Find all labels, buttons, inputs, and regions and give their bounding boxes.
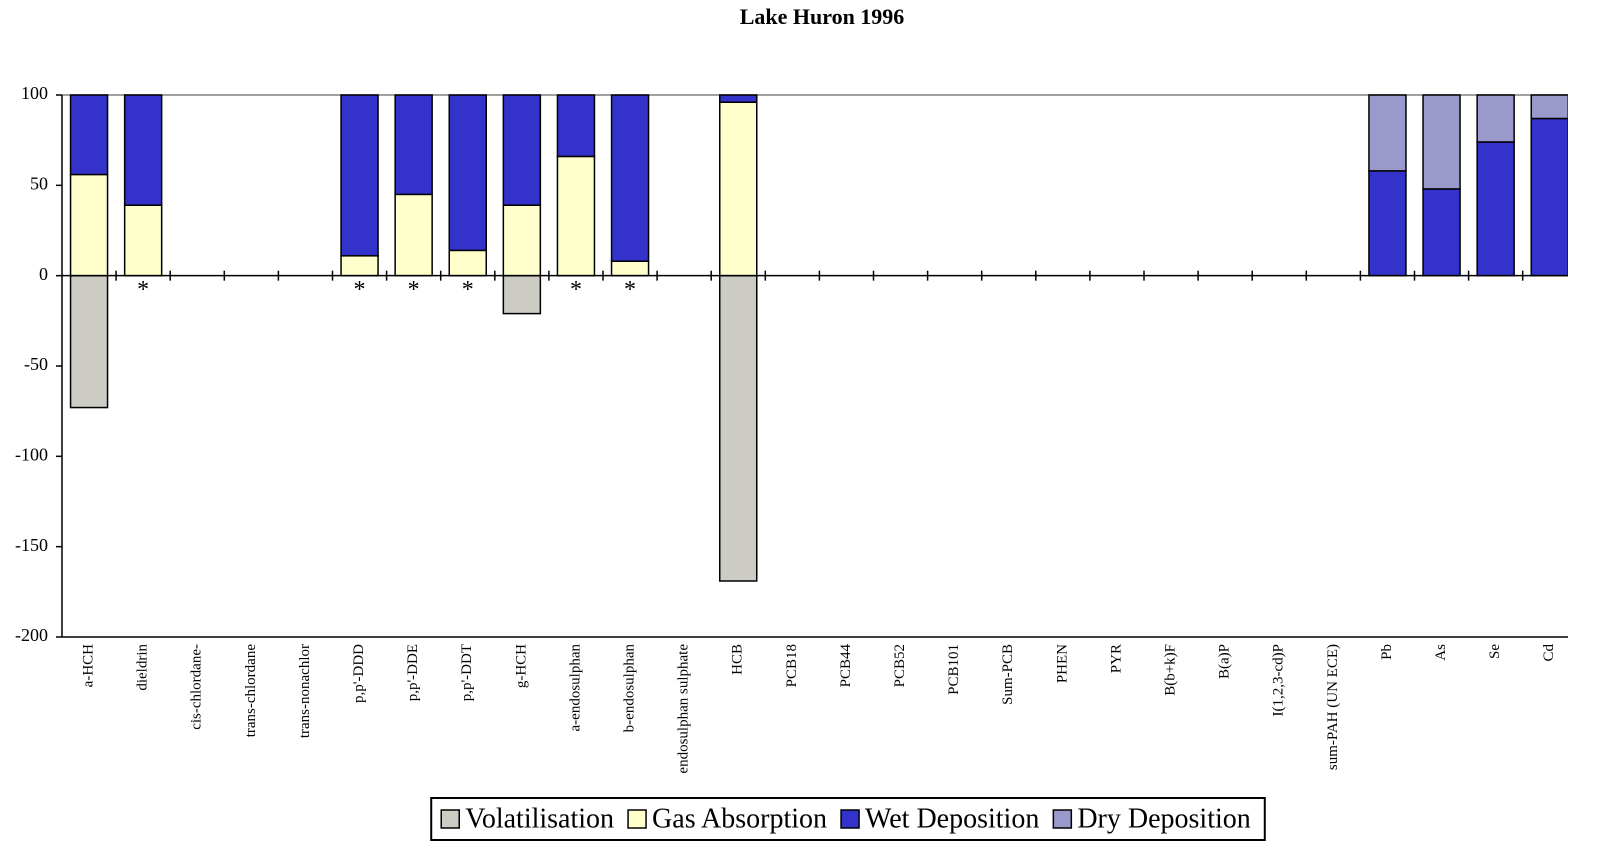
x-tick-label: Cd xyxy=(1541,644,1557,662)
bar-segment xyxy=(448,94,487,252)
bar-segment xyxy=(1368,170,1407,277)
y-tick-label: 100 xyxy=(21,83,48,103)
y-tick-label: 50 xyxy=(30,173,48,193)
x-tick-label: p,p'-DDE xyxy=(405,644,421,701)
bar-segment xyxy=(1530,94,1568,120)
x-tick-label: cis-chlordane- xyxy=(189,644,205,730)
x-tick-label: dieldrin xyxy=(135,644,151,691)
bar-segment xyxy=(123,94,163,206)
legend-label: Wet Deposition xyxy=(865,803,1039,834)
x-tick-label: As xyxy=(1433,644,1449,661)
bar-segment xyxy=(610,94,650,262)
bar-segment xyxy=(394,94,433,196)
bar-segment xyxy=(556,155,596,277)
x-tick-label: PCB44 xyxy=(838,644,854,688)
bar-segment xyxy=(1530,117,1568,277)
legend-label: Dry Deposition xyxy=(1077,803,1250,834)
x-tick-label: Se xyxy=(1487,644,1503,659)
bar-segment xyxy=(1476,141,1515,277)
annotation: * xyxy=(624,277,636,303)
x-tick-label: a-endosulphan xyxy=(567,644,583,732)
bar-segment xyxy=(719,101,758,277)
bar-segment xyxy=(340,94,379,257)
legend: Volatilisation Gas Absorption Wet Depositi… xyxy=(430,797,1266,841)
x-tick-label: B(a)P xyxy=(1217,644,1233,679)
x-tick-label: Pb xyxy=(1379,644,1395,660)
bar-segment xyxy=(448,249,487,277)
chart-title: Lake Huron 1996 xyxy=(740,4,905,29)
bar-segment xyxy=(69,274,109,409)
x-tick-label: endosulphan sulphate xyxy=(676,644,692,774)
x-tick-label: I(1,2,3-cd)P xyxy=(1271,644,1287,716)
bar-segment xyxy=(610,260,650,277)
bar-segment xyxy=(394,193,433,277)
x-tick-label: trans-nonachlor xyxy=(297,644,313,738)
annotation: * xyxy=(354,277,366,303)
legend-label: Gas Absorption xyxy=(652,803,827,834)
x-tick-label: PCB52 xyxy=(892,644,908,687)
legend-label: Volatilisation xyxy=(465,803,614,834)
bar-segment xyxy=(719,274,758,582)
y-tick-label: -200 xyxy=(15,625,48,645)
bar-segment xyxy=(69,94,109,176)
x-tick-label: b-endosulphan xyxy=(621,644,637,733)
x-tick-label: PYR xyxy=(1108,644,1124,673)
x-tick-label: PCB101 xyxy=(946,644,962,695)
annotation: * xyxy=(462,277,474,303)
x-tick-label: PCB18 xyxy=(784,644,800,687)
x-tick-label: B(b+k)F xyxy=(1162,644,1178,696)
legend-swatch xyxy=(627,809,647,829)
x-tick-label: sum-PAH (UN ECE) xyxy=(1325,644,1341,770)
y-tick-label: -150 xyxy=(15,535,48,555)
annotation: * xyxy=(408,277,420,303)
x-tick-label: Sum-PCB xyxy=(1000,644,1016,705)
bar-segment xyxy=(1422,188,1461,277)
y-tick-label: -100 xyxy=(15,444,48,464)
legend-swatch xyxy=(1052,809,1073,829)
bar-segment xyxy=(556,94,596,158)
bar-segment xyxy=(502,274,542,315)
x-tick-label: a-HCH xyxy=(80,644,96,687)
bar-segment xyxy=(123,204,163,277)
bar-segment xyxy=(340,255,379,277)
legend-swatch xyxy=(440,809,460,829)
x-tick-label: trans-chlordane xyxy=(243,644,259,738)
legend-swatch xyxy=(840,809,860,829)
annotation: * xyxy=(137,277,149,303)
bar-segment xyxy=(719,94,758,103)
x-tick-label: p,p'-DDT xyxy=(459,644,475,701)
bar-segment xyxy=(1476,94,1515,143)
bar-segment xyxy=(69,173,109,277)
annotation: * xyxy=(570,277,582,303)
x-tick-label: p,p'-DDD xyxy=(351,644,367,703)
plot-area: a-HCH dieldrin * cis-chlordane-trans-chlord… xyxy=(56,94,1568,774)
bar-segment xyxy=(502,94,542,206)
bar-segment xyxy=(1422,94,1461,190)
y-tick-label: -50 xyxy=(24,354,48,374)
bar-segment xyxy=(502,204,542,277)
y-tick-label: 0 xyxy=(39,264,48,284)
x-tick-label: HCB xyxy=(730,644,746,675)
bar-segment xyxy=(1368,94,1407,172)
x-tick-label: g-HCH xyxy=(513,644,529,688)
x-tick-label: PHEN xyxy=(1054,644,1070,683)
